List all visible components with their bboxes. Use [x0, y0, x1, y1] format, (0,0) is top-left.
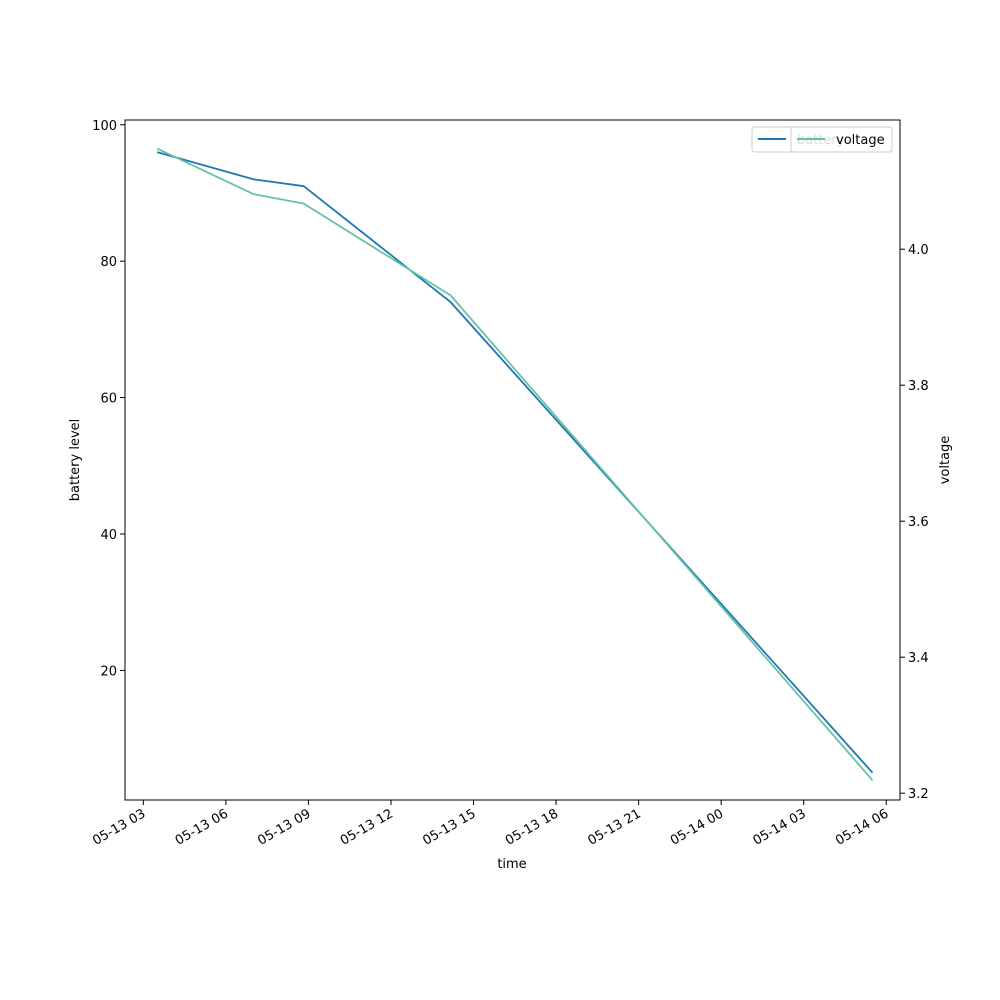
y-tick-label-80: 80 — [100, 255, 117, 270]
legend-voltage-frame — [790, 126, 893, 153]
x-tick-label-05-13-09: 05-13 09 — [255, 806, 313, 848]
y2-tick-label-4-0: 4.0 — [908, 243, 929, 258]
series-line-voltage — [156, 147, 874, 781]
y-tick-label-100: 100 — [92, 119, 117, 134]
y2-tick-label-3-2: 3.2 — [908, 787, 929, 802]
x-tick-label-05-13-06: 05-13 06 — [173, 806, 231, 848]
x-axis-label: time — [497, 857, 526, 872]
x-tick-label-05-13-15: 05-13 15 — [420, 806, 478, 848]
y2-tick-label-3-4: 3.4 — [908, 651, 929, 666]
series-layer — [156, 147, 874, 781]
y-tick-label-20: 20 — [100, 664, 117, 679]
x-tick-label-05-13-03: 05-13 03 — [90, 806, 148, 848]
x-tick-label-05-13-21: 05-13 21 — [585, 806, 643, 848]
y2-axis-label: voltage — [938, 436, 953, 485]
series-line-battery — [156, 151, 874, 774]
plot-frame — [124, 119, 901, 801]
legend-voltage-label: voltage — [836, 133, 885, 148]
y-tick-label-40: 40 — [100, 528, 117, 543]
y-axis-ticks: 20 40 60 80 100 — [92, 119, 125, 679]
y2-axis-ticks: 3.2 3.4 3.6 3.8 4.0 — [900, 243, 929, 802]
y2-tick-label-3-6: 3.6 — [908, 515, 929, 530]
y-axis-label: battery level — [68, 419, 83, 502]
x-tick-label-05-13-12: 05-13 12 — [338, 806, 396, 848]
y-tick-label-60: 60 — [100, 392, 117, 407]
x-tick-label-05-14-00: 05-14 00 — [668, 806, 726, 848]
legend-voltage: voltage — [790, 126, 893, 153]
y2-tick-label-3-8: 3.8 — [908, 379, 929, 394]
x-tick-label-05-13-18: 05-13 18 — [503, 806, 561, 848]
x-axis-ticks: 05-13 03 05-13 06 05-13 09 05-13 12 05-13 15… — [90, 800, 891, 849]
x-tick-label-05-14-03: 05-14 03 — [751, 806, 809, 848]
x-tick-label-05-14-06: 05-14 06 — [833, 806, 891, 848]
plot-area — [125, 120, 900, 800]
